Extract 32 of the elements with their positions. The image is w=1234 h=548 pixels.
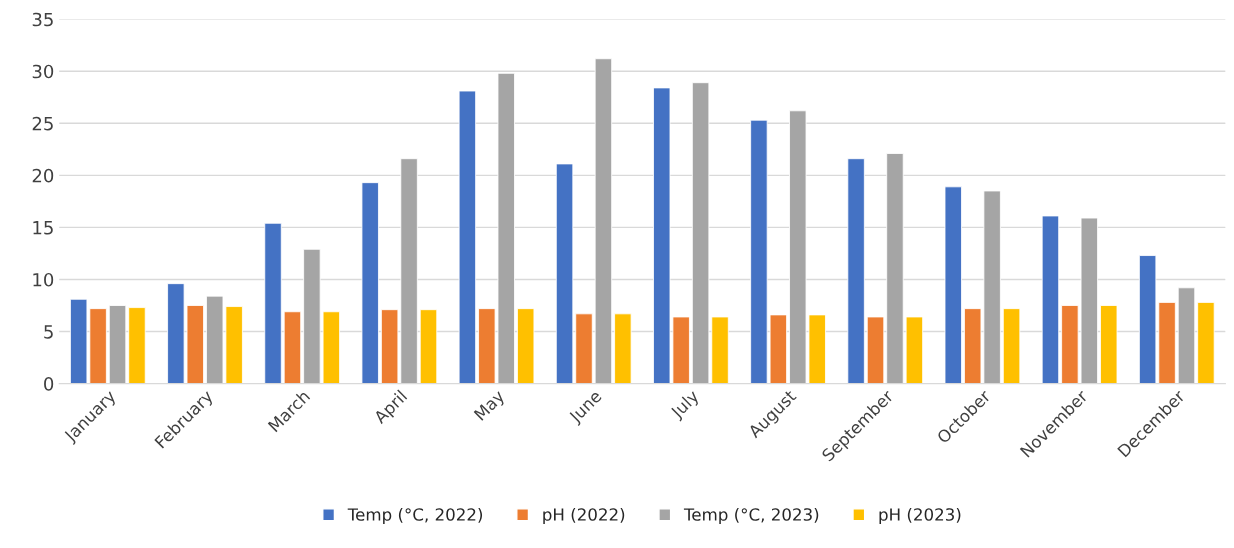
y-tick-label: 10 — [33, 272, 54, 287]
legend-label: Temp (°C, 2023) — [683, 507, 819, 525]
bar — [847, 158, 865, 384]
y-tick-label: 35 — [32, 12, 53, 27]
bar — [1197, 301, 1215, 384]
legend-label: Temp (°C, 2022) — [347, 507, 483, 525]
bar — [866, 316, 885, 384]
bar — [1100, 305, 1118, 384]
bar — [419, 309, 438, 384]
bar — [614, 313, 632, 384]
y-tick-label: 5 — [44, 325, 53, 339]
bar — [361, 182, 379, 384]
y-tick-label: 25 — [32, 116, 53, 131]
bar — [575, 313, 593, 384]
bar — [1177, 287, 1196, 384]
bar — [458, 90, 477, 384]
bar — [1002, 308, 1021, 384]
bar — [108, 305, 127, 384]
y-tick-label: 15 — [33, 221, 53, 235]
bar — [264, 222, 282, 384]
bar — [555, 163, 574, 384]
bar — [594, 58, 613, 384]
y-tick-label: 20 — [32, 168, 54, 183]
bar — [128, 307, 146, 384]
bar — [944, 186, 962, 384]
legend-label: pH (2023) — [879, 507, 961, 525]
y-tick-label: 30 — [32, 64, 54, 79]
bar — [517, 308, 535, 384]
bar — [283, 311, 302, 384]
y-tick-label: 0 — [44, 377, 54, 391]
bar — [1041, 215, 1060, 384]
legend-label: pH (2022) — [543, 507, 625, 525]
